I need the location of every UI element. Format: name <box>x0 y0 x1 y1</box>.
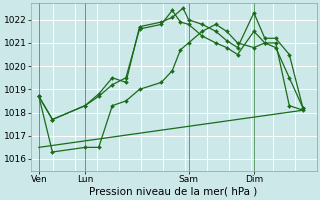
X-axis label: Pression niveau de la mer( hPa ): Pression niveau de la mer( hPa ) <box>90 187 258 197</box>
